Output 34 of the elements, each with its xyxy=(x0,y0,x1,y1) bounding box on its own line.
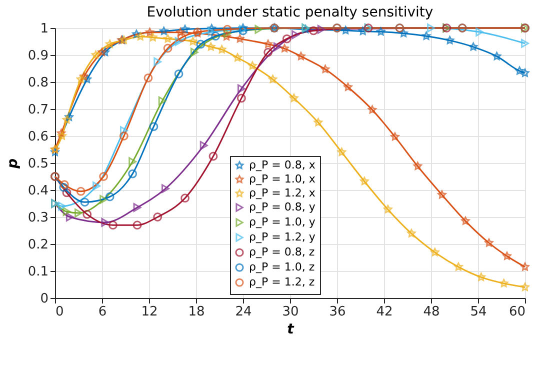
legend-label: ρ_P = 0.8, y xyxy=(249,200,316,214)
x-tick-label: 36 xyxy=(329,304,346,320)
legend-label: ρ_P = 0.8, x xyxy=(249,158,316,172)
y-tick-label: 0.6 xyxy=(28,130,48,144)
y-tick-label: 0.9 xyxy=(28,48,48,64)
x-axis-title: t xyxy=(287,322,296,338)
legend-label: ρ_P = 1.0, y xyxy=(249,216,316,228)
x-tick-label: 42 xyxy=(376,304,393,320)
x-tick-label: 60 xyxy=(508,304,526,320)
legend-label: ρ_P = 1.2, y xyxy=(249,230,316,244)
x-tick-label: 54 xyxy=(470,304,487,320)
x-tick-label: 48 xyxy=(423,304,440,320)
y-tick-label: 0.2 xyxy=(28,238,48,252)
x-tick-label: 12 xyxy=(141,304,158,320)
y-axis-title: p xyxy=(4,158,21,170)
x-tick-label: 30 xyxy=(282,304,299,320)
legend-label: ρ_P = 1.0, x xyxy=(249,172,316,186)
legend-label: ρ_P = 1.0, z xyxy=(249,260,315,274)
y-tick-label: 0.3 xyxy=(28,210,48,226)
chart-title: Evolution under static penalty sensitivity xyxy=(146,4,434,20)
legend-label: ρ_P = 1.2, x xyxy=(249,186,316,200)
x-tick-label: 18 xyxy=(188,304,205,320)
y-tick-label: 0.7 xyxy=(28,102,48,118)
y-tick-label: 0.4 xyxy=(28,184,48,198)
legend-label: ρ_P = 1.2, z xyxy=(249,276,315,288)
y-tick-label: 0.1 xyxy=(28,264,48,280)
x-tick-label: 6 xyxy=(98,304,107,320)
y-tick-label: 1 xyxy=(40,22,48,36)
y-tick-label: 0.5 xyxy=(28,156,48,172)
x-tick-label: 0 xyxy=(56,304,64,320)
y-tick-label: 0.8 xyxy=(28,76,48,90)
legend-label: ρ_P = 0.8, z xyxy=(249,246,315,258)
y-tick-label: 0 xyxy=(40,292,48,306)
x-tick-label: 24 xyxy=(235,304,252,320)
